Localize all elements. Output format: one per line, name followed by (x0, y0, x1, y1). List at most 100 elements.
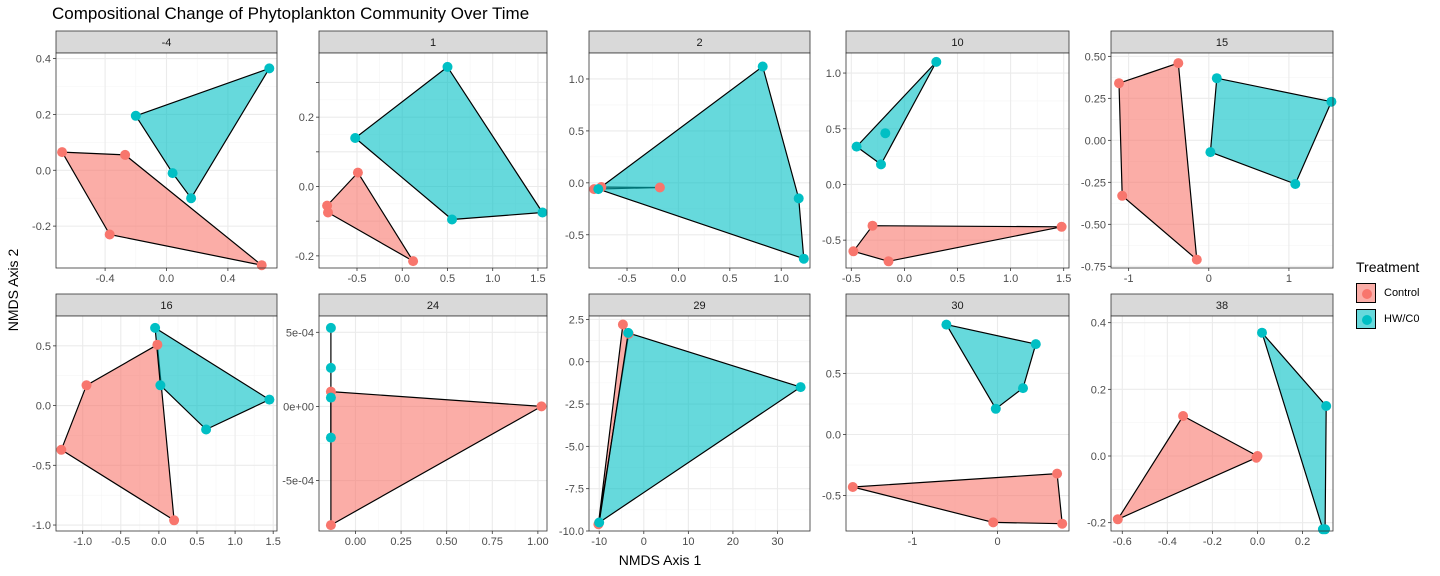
panel-24-point-control (536, 401, 547, 412)
panel-m4-ytick-label: -0.2 (32, 221, 51, 233)
panel-10-point-hwc0 (880, 128, 891, 139)
panel-15-point-control (1114, 78, 1124, 89)
panel-15-xtick-label: 0 (1206, 273, 1212, 285)
panel-1-strip-label: 1 (430, 37, 436, 49)
panel-16-point-control (169, 515, 180, 526)
legend-label-hw-c0: HW/C0 (1384, 313, 1420, 325)
panel-30-point-hwc0 (1030, 339, 1041, 350)
panel-15-ytick-label: 0.50 (1085, 51, 1106, 63)
panel-16-point-hwc0 (150, 322, 161, 333)
panel-m4-point-control (256, 260, 267, 271)
panel-29-strip-label: 29 (693, 300, 705, 312)
legend-title: Treatment (1356, 259, 1420, 275)
panel-10-ytick-label: 1.0 (826, 68, 841, 80)
panel-m4-strip-label: -4 (162, 37, 172, 49)
panel-1-border (318, 52, 548, 269)
panel-24-point-hwc0 (325, 322, 336, 333)
panel-29-hull-hwc0 (598, 332, 802, 524)
panel-10-ytick-label: -0.5 (822, 235, 841, 247)
panel-30-border (845, 315, 1070, 532)
panel-2-xtick-label: 1.0 (774, 273, 789, 285)
panel-10-border (845, 52, 1070, 269)
panel-30-strip-label: 30 (951, 300, 963, 312)
panel-38-point-hwc0 (1321, 401, 1332, 411)
panel-24-point-control (325, 520, 336, 531)
panel-10-point-hwc0 (876, 159, 886, 170)
panel-30-point-hwc0 (990, 403, 1001, 414)
panel-29-ytick-label: 0.0 (569, 357, 584, 369)
panel-10-point-control (883, 256, 894, 267)
y-axis-label: NMDS Axis 2 (5, 248, 21, 332)
panel-10-xtick-label: 0.0 (897, 273, 912, 285)
panel-38-point-hwc0 (1317, 524, 1328, 535)
panel-2-point-hwc0 (793, 193, 804, 204)
panel-10-point-hwc0 (931, 56, 942, 67)
panel-38-point-control (1251, 452, 1262, 463)
panel-38-xtick-label: 0.0 (1250, 536, 1265, 548)
panel-24-ytick-label: -5e-04 (282, 476, 314, 488)
panel-15-point-hwc0 (1290, 179, 1301, 189)
panel-10-point-hwc0 (851, 141, 862, 152)
panel-38-xtick-label: -0.6 (1113, 536, 1132, 548)
panel-10-point-control (867, 220, 878, 231)
panel-24-point-hwc0 (325, 392, 336, 403)
panel-16-ytick-label: -1.0 (32, 520, 51, 532)
panel-16-xtick-label: 0.0 (151, 536, 166, 548)
panel-16-point-hwc0 (155, 380, 166, 391)
panel-2-point-hwc0 (798, 253, 809, 264)
panel-30-xtick-label: 0 (994, 536, 1000, 548)
panel-15-xtick-label: -1 (1124, 273, 1134, 285)
panel-1-point-hwc0 (350, 133, 361, 143)
panel-15-point-control (1173, 58, 1184, 69)
panel-30-point-control (988, 517, 999, 528)
panel-2-border (588, 52, 811, 269)
panel-15-point-hwc0 (1326, 96, 1337, 107)
panel-24-point-hwc0 (325, 362, 336, 373)
panel-30-point-control (1052, 468, 1063, 479)
panel-16-point-hwc0 (201, 424, 212, 435)
panel-24-xtick-label: 1.00 (527, 536, 548, 548)
panel-38-xtick-label: -0.4 (1158, 536, 1177, 548)
panel-29-xtick-label: 20 (727, 536, 739, 548)
panel-1-ytick-label: 0.0 (299, 182, 314, 194)
panel-30-point-hwc0 (1018, 383, 1028, 394)
panel-2-xtick-label: 0.5 (722, 273, 737, 285)
panel-29-xtick-label: 10 (682, 536, 694, 548)
panel-16-point-control (81, 380, 92, 391)
legend-item-control: Control (1356, 281, 1419, 305)
panel-38-strip-label: 38 (1216, 300, 1228, 312)
panel-15-strip-label: 15 (1216, 37, 1228, 49)
panel-38-point-hwc0 (1257, 327, 1267, 338)
panel-16-xtick-label: -0.5 (111, 536, 130, 548)
panel-30-ytick-label: 0.0 (826, 429, 841, 441)
panel-m4-point-hwc0 (186, 193, 197, 204)
panel-16-ytick-label: 0.5 (36, 341, 51, 353)
panel-16-ytick-label: -0.5 (32, 460, 51, 472)
panel-29-ytick-label: -10.0 (559, 526, 584, 538)
panel-1-ytick-label: 0.2 (299, 112, 314, 124)
panel-29-xtick-label: 0 (641, 536, 647, 548)
panel-10-point-control (848, 246, 859, 257)
panel-2-point-hwc0 (757, 61, 768, 72)
panel-24-point-hwc0 (325, 432, 336, 443)
panel-15-ytick-label: 0.00 (1085, 135, 1106, 147)
panel-24-ytick-label: 0e+00 (283, 401, 314, 413)
panel-10-xtick-label: -0.5 (842, 273, 861, 285)
panel-1-xtick-label: 1.5 (530, 273, 545, 285)
panel-10-xtick-label: 0.5 (950, 273, 965, 285)
panel-2-point-control (654, 182, 665, 193)
panel-16-border (55, 315, 278, 532)
panel-15-ytick-label: -0.75 (1081, 261, 1106, 273)
panel-m4-xtick-label: -0.4 (96, 273, 115, 285)
panel-m4-point-control (57, 147, 68, 158)
panel-m4-ytick-label: 0.2 (36, 109, 51, 121)
panel-29-point-hwc0 (795, 382, 806, 393)
panel-29-xtick-label: -10 (591, 536, 607, 548)
panel-10-ytick-label: 0.0 (826, 179, 841, 191)
panel-15-ytick-label: -0.50 (1081, 219, 1106, 231)
panel-2-ytick-label: -0.5 (565, 230, 584, 242)
panel-m4-xtick-label: 0.0 (159, 273, 174, 285)
panel-m4-point-control (120, 149, 131, 160)
panel-30-xtick-label: -1 (907, 536, 917, 548)
panel-16-strip-label: 16 (160, 300, 172, 312)
